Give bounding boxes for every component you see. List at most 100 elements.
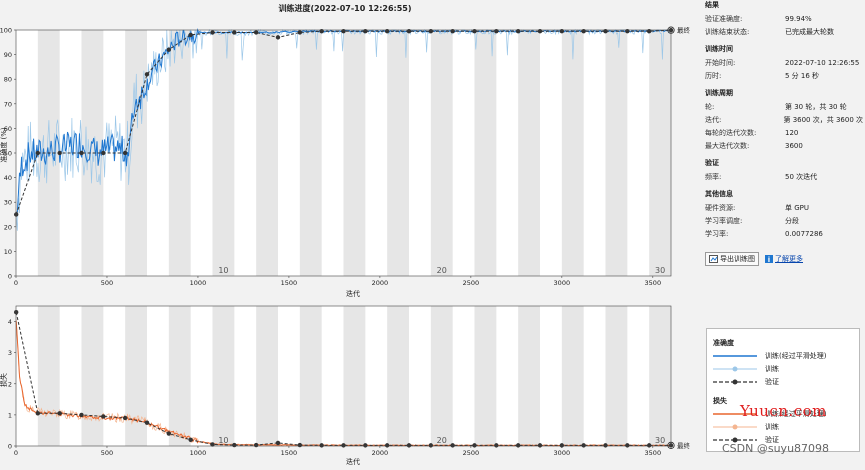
acc-validation-point — [559, 29, 565, 34]
other-section-title: 其他信息 — [705, 190, 733, 198]
acc-ytick-label: 70 — [4, 100, 12, 108]
loss-validation-point — [537, 443, 543, 448]
result-row-key: 验证准确度: — [705, 14, 743, 23]
legend-acc-smooth-label: 训练(经过平滑处理) — [765, 352, 827, 360]
cycle-section-title: 训练周期 — [705, 89, 733, 97]
loss-validation-point — [319, 443, 324, 448]
legend-loss-val: 验证 — [713, 435, 779, 445]
cycle-row-value: 第 3600 次，共 3600 次 — [783, 115, 863, 124]
acc-ytick-label: 100 — [0, 27, 12, 35]
acc-xtick-label: 1500 — [281, 279, 298, 287]
validation-section: 频率: 50 次迭代 — [705, 170, 863, 183]
loss-validation-point — [363, 443, 368, 448]
loss-validation-point — [646, 443, 652, 448]
cycle-row-key: 迭代: — [705, 115, 722, 124]
acc-ytick-label: 20 — [4, 223, 12, 231]
acc-validation-point — [232, 30, 237, 35]
cycle-section: 轮: 第 30 轮，共 30 轮迭代: 第 3600 次，共 3600 次每轮的迭代… — [705, 100, 863, 152]
loss-epoch-band — [518, 306, 540, 446]
time-row: 开始时间: 2022-07-10 12:26:55 — [705, 56, 863, 69]
loss-validation-point — [384, 443, 390, 448]
loss-epoch-band — [605, 306, 628, 446]
cycle-row-value: 第 30 轮，共 30 轮 — [785, 102, 847, 111]
acc-epoch-band — [474, 30, 497, 276]
acc-validation-point — [341, 29, 346, 34]
legend-acc-val-swatch — [713, 379, 757, 385]
legend-accuracy-title: 准确度 — [713, 339, 734, 347]
info-panel: 结果 验证准确度: 99.94% 训练结束状态: 已完成最大轮数 训练时间 开始时间:… — [705, 0, 863, 240]
acc-epoch-band — [81, 30, 104, 276]
acc-validation-point — [494, 29, 499, 34]
other-row-value: 0.0077286 — [785, 229, 823, 238]
acc-validation-point — [210, 30, 215, 35]
loss-validation-point — [210, 442, 215, 447]
info-icon: i — [765, 255, 773, 263]
legend-acc-train-swatch — [713, 366, 757, 372]
loss-ytick-label: 1 — [8, 411, 12, 419]
acc-ytick-label: 50 — [4, 150, 12, 158]
loss-epoch-band — [168, 306, 191, 446]
export-button-label: 导出训练图 — [720, 255, 755, 263]
acc-xtick-label: 0 — [14, 279, 18, 287]
legend-acc-train-label: 训练 — [765, 365, 779, 373]
acc-ytick-label: 0 — [8, 273, 12, 281]
acc-epoch-label: 30 — [655, 266, 665, 275]
legend-loss-smooth-label: 训练(经过平滑处理) — [765, 410, 827, 418]
watermark-csdn: CSDN @suyu87098 — [722, 442, 830, 455]
loss-epoch-band — [212, 306, 235, 446]
acc-ytick-label: 10 — [4, 248, 12, 256]
legend-acc-smooth: 训练(经过平滑处理) — [713, 351, 826, 361]
loss-epoch-band — [649, 306, 671, 446]
cycle-row-value: 120 — [785, 128, 799, 137]
loss-xtick-label: 500 — [101, 449, 113, 457]
time-row-value: 2022-07-10 12:26:55 — [785, 58, 860, 67]
acc-validation-point — [166, 47, 172, 52]
acc-validation-point — [406, 29, 412, 34]
acc-validation-point — [625, 29, 630, 34]
loss-validation-point — [406, 443, 412, 448]
acc-epoch-band — [212, 30, 235, 276]
loss-epoch-band — [343, 306, 366, 446]
result-section: 验证准确度: 99.94% 训练结束状态: 已完成最大轮数 — [705, 12, 863, 38]
loss-validation-point — [232, 442, 237, 448]
cycle-row-value: 3600 — [785, 141, 803, 150]
loss-ytick-label: 4 — [8, 318, 12, 326]
loss-ylabel: 损失 — [0, 373, 8, 387]
watermark-brand: Yuucn.com — [740, 402, 827, 420]
cycle-row: 每轮的迭代次数: 120 — [705, 126, 863, 139]
legend-loss-train-label: 训练 — [765, 423, 779, 431]
loss-epoch-label: 30 — [655, 436, 665, 445]
validation-row-key: 频率: — [705, 172, 722, 181]
loss-epoch-band — [125, 306, 147, 446]
acc-ytick-label: 90 — [4, 51, 12, 59]
acc-validation-point — [515, 29, 521, 34]
legend-acc-smooth-swatch — [713, 355, 757, 357]
learn-more-label: 了解更多 — [775, 255, 803, 263]
learn-more-link[interactable]: i 了解更多 — [765, 254, 803, 264]
loss-epoch-label: 10 — [218, 436, 228, 445]
result-row: 验证准确度: 99.94% — [705, 12, 863, 25]
loss-validation-point — [79, 412, 84, 418]
acc-xtick-label: 3500 — [645, 279, 662, 287]
svg-text:i: i — [768, 256, 770, 263]
acc-validation-point — [646, 29, 652, 34]
export-plot-button[interactable]: 导出训练图 — [705, 252, 759, 266]
validation-row-value: 50 次迭代 — [785, 172, 818, 181]
acc-validation-point — [537, 29, 543, 34]
loss-epoch-band — [256, 306, 278, 446]
legend-acc-val: 验证 — [713, 377, 779, 387]
loss-xtick-label: 3500 — [645, 449, 662, 457]
acc-epoch-band — [168, 30, 191, 276]
other-row-key: 学习率调度: — [705, 216, 743, 225]
export-icon — [709, 255, 718, 263]
acc-epoch-band — [387, 30, 409, 276]
acc-validation-point — [297, 30, 303, 35]
legend-loss-title: 损失 — [713, 397, 727, 405]
loss-plot-frame — [15, 305, 672, 447]
loss-epoch-band — [430, 306, 453, 446]
result-row-key: 训练结束状态: — [705, 27, 750, 36]
legend: 准确度 训练(经过平滑处理) 训练 验证 损失 训练(经过平滑处理) 训练 验证 — [706, 328, 860, 452]
loss-validation-point — [275, 440, 281, 446]
loss-validation-point — [253, 442, 259, 448]
loss-xtick-label: 2000 — [372, 449, 389, 457]
